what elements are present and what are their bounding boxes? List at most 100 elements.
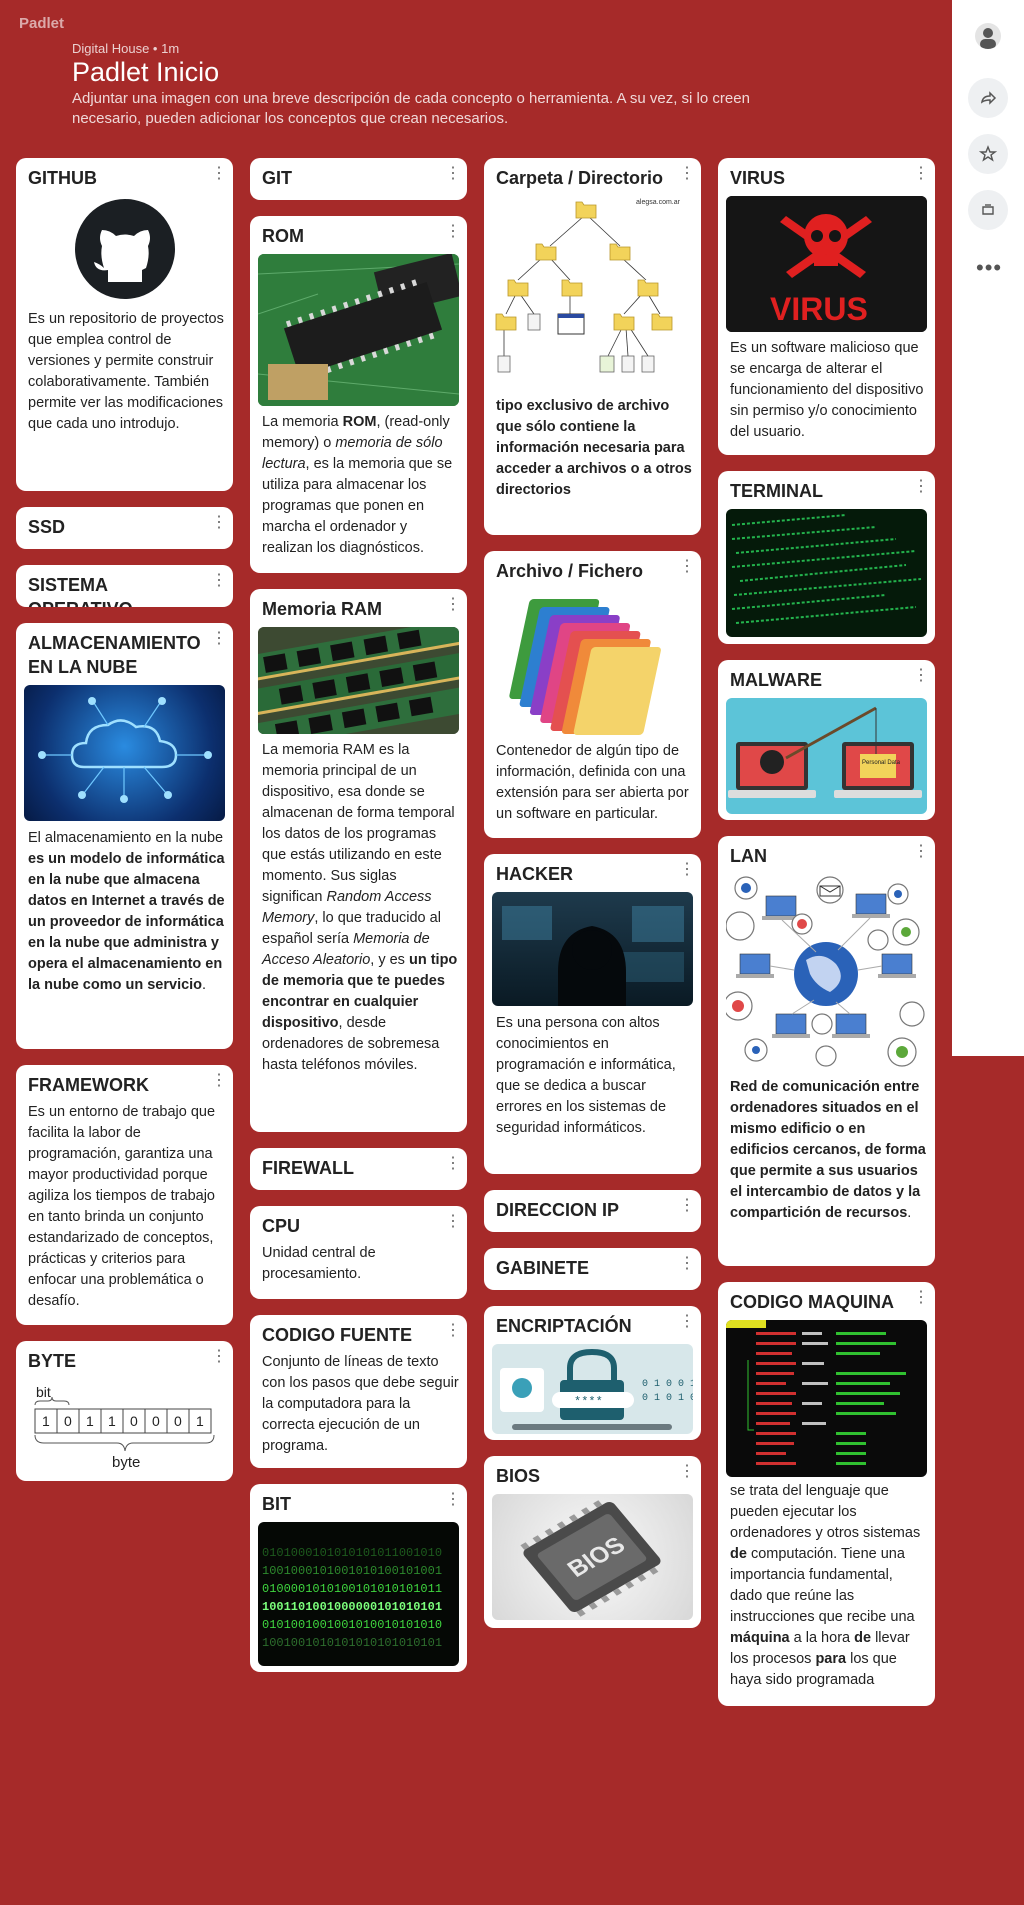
card-text: Unidad central de procesamiento.	[262, 1245, 376, 1282]
card-menu-icon[interactable]: ⋮	[211, 514, 227, 531]
card-title: BIT	[262, 1494, 291, 1514]
card-title: Archivo / Fichero	[496, 561, 644, 581]
card-menu-icon[interactable]: ⋮	[913, 667, 929, 684]
card-menu-icon[interactable]: ⋮	[445, 1155, 461, 1172]
card-menu-icon[interactable]: ⋮	[211, 165, 227, 182]
card-sistema-operativo[interactable]: SISTEMA OPERATIVO ⋮	[16, 565, 233, 607]
card-title: FRAMEWORK	[28, 1075, 149, 1095]
card-title: BIOS	[496, 1466, 541, 1486]
share-button[interactable]	[968, 78, 1008, 118]
card-bit[interactable]: BIT ⋮ 0101000101010101011001010 10010001…	[250, 1484, 467, 1672]
card-menu-icon[interactable]: ⋮	[679, 861, 695, 878]
cloud-image	[24, 685, 225, 821]
card-lan[interactable]: LAN ⋮ Red de comunicación entre ordenado…	[718, 836, 935, 1266]
card-terminal[interactable]: TERMINAL ⋮	[718, 471, 935, 644]
card-menu-icon[interactable]: ⋮	[445, 223, 461, 240]
card-menu-icon[interactable]: ⋮	[679, 1463, 695, 1480]
card-hacker[interactable]: HACKER ⋮ Es una persona con altos conoci…	[484, 854, 701, 1174]
card-text: se trata del lenguaje que pueden ejecuta…	[730, 1483, 921, 1688]
card-title: Memoria RAM	[262, 599, 383, 619]
card-codigo-maquina[interactable]: CODIGO MAQUINA ⋮ se trata del lenguaje q…	[718, 1282, 935, 1706]
card-gabinete[interactable]: GABINETE ⋮	[484, 1248, 701, 1290]
star-icon	[979, 145, 997, 162]
card-menu-icon[interactable]: ⋮	[913, 165, 929, 182]
card-text: Conjunto de líneas de texto con los paso…	[262, 1354, 459, 1454]
card-bios[interactable]: BIOS ⋮ BIOS	[484, 1456, 701, 1628]
card-title: ALMACENAMIENTO EN LA NUBE	[28, 633, 201, 677]
svg-text:VIRUS: VIRUS	[770, 291, 868, 327]
byte-label: byte	[112, 1454, 140, 1471]
card-menu-icon[interactable]: ⋮	[445, 596, 461, 613]
card-ssd[interactable]: SSD ⋮	[16, 507, 233, 549]
card-text: Es un repositorio de proyectos que emple…	[28, 311, 224, 432]
padlet-logo[interactable]: Padlet	[19, 15, 65, 32]
card-menu-icon[interactable]: ⋮	[445, 1322, 461, 1339]
card-rom[interactable]: ROM ⋮ La memoria ROM, (read-only memory)…	[250, 216, 467, 573]
card-title: GABINETE	[496, 1258, 590, 1278]
card-github[interactable]: GITHUB ⋮ Es un repositorio de proyectos …	[16, 158, 233, 491]
card-malware[interactable]: MALWARE ⋮ Personal Data	[718, 660, 935, 820]
byte-bit-value: 1	[86, 1413, 94, 1429]
card-menu-icon[interactable]: ⋮	[445, 1491, 461, 1508]
card-memoria-ram[interactable]: Memoria RAM ⋮ La memoria RAM es la memor…	[250, 589, 467, 1132]
byte-bit-value: 0	[174, 1413, 182, 1429]
byte-bit-value: 1	[42, 1413, 50, 1429]
svg-text:0101001001001010010101010: 0101001001001010010101010	[262, 1618, 442, 1632]
card-menu-icon[interactable]: ⋮	[211, 1072, 227, 1089]
card-menu-icon[interactable]: ⋮	[679, 1313, 695, 1330]
svg-text:1001101001000000101010101: 1001101001000000101010101	[262, 1600, 442, 1614]
svg-text:****: ****	[574, 1395, 603, 1409]
card-framework[interactable]: FRAMEWORK ⋮ Es un entorno de trabajo que…	[16, 1065, 233, 1325]
binary-image: 0101000101010101011001010 10010001010010…	[258, 1522, 459, 1666]
card-firewall[interactable]: FIREWALL ⋮	[250, 1148, 467, 1190]
card-direccion-ip[interactable]: DIRECCION IP ⋮	[484, 1190, 701, 1232]
card-menu-icon[interactable]: ⋮	[445, 1213, 461, 1230]
card-virus[interactable]: VIRUS ⋮ VIRUS Es un software malicioso q…	[718, 158, 935, 455]
card-carpeta-directorio[interactable]: Carpeta / Directorio ⋮ alegsa.com.ar	[484, 158, 701, 535]
page-description: Adjuntar una imagen con una breve descri…	[72, 90, 750, 127]
card-cpu[interactable]: CPU ⋮ Unidad central de procesamiento.	[250, 1206, 467, 1299]
card-text: tipo exclusivo de archivo que sólo conti…	[496, 398, 692, 498]
byte-cell	[188, 1408, 212, 1434]
card-menu-icon[interactable]: ⋮	[679, 1255, 695, 1272]
card-title: DIRECCION IP	[496, 1200, 620, 1220]
card-menu-icon[interactable]: ⋮	[211, 630, 227, 647]
card-encriptacion[interactable]: ENCRIPTACIÓN ⋮ **** 0 1 0 0 1 0 1 0 1 0	[484, 1306, 701, 1440]
ram-image	[258, 627, 459, 734]
card-title: GITHUB	[28, 168, 97, 188]
card-archivo-fichero[interactable]: Archivo / Fichero ⋮ Contenedor de algún …	[484, 551, 701, 838]
card-menu-icon[interactable]: ⋮	[679, 165, 695, 182]
byte-bit-value: 0	[64, 1413, 72, 1429]
remake-button[interactable]	[968, 190, 1008, 230]
card-text: Red de comunicación entre ordenadores si…	[730, 1079, 926, 1221]
directory-tree-image: alegsa.com.ar	[492, 196, 693, 388]
card-menu-icon[interactable]: ⋮	[913, 843, 929, 860]
rom-chip-image	[258, 254, 459, 406]
card-codigo-fuente[interactable]: CODIGO FUENTE ⋮ Conjunto de líneas de te…	[250, 1315, 467, 1468]
card-menu-icon[interactable]: ⋮	[913, 478, 929, 495]
card-menu-icon[interactable]: ⋮	[913, 1289, 929, 1306]
svg-text:0 1 0 0 1: 0 1 0 0 1	[642, 1379, 693, 1390]
avatar[interactable]	[975, 23, 1001, 49]
card-title: LAN	[730, 846, 767, 866]
card-menu-icon[interactable]: ⋮	[211, 1348, 227, 1365]
card-git[interactable]: GIT ⋮	[250, 158, 467, 200]
card-text: Es un entorno de trabajo que facilita la…	[28, 1104, 216, 1309]
page-title: Padlet Inicio	[72, 57, 220, 87]
card-menu-icon[interactable]: ⋮	[679, 558, 695, 575]
svg-text:Personal Data: Personal Data	[862, 760, 901, 766]
favorite-button[interactable]	[968, 134, 1008, 174]
more-options-icon[interactable]: •••	[976, 255, 1003, 280]
byte-bit-value: 0	[130, 1413, 138, 1429]
svg-text:0 1 0 1 0: 0 1 0 1 0	[642, 1393, 693, 1404]
card-text: Contenedor de algún tipo de información,…	[496, 743, 689, 822]
card-menu-icon[interactable]: ⋮	[211, 572, 227, 589]
card-menu-icon[interactable]: ⋮	[679, 1197, 695, 1214]
bios-chip-image: BIOS	[492, 1494, 693, 1620]
card-almacenamiento-nube[interactable]: ALMACENAMIENTO EN LA NUBE ⋮ El almacenam…	[16, 623, 233, 1049]
card-title: TERMINAL	[730, 481, 823, 501]
svg-text:1001001010101010101010101: 1001001010101010101010101	[262, 1636, 442, 1650]
card-menu-icon[interactable]: ⋮	[445, 165, 461, 182]
svg-text:1001000101001010100101001: 1001000101001010100101001	[262, 1564, 442, 1578]
